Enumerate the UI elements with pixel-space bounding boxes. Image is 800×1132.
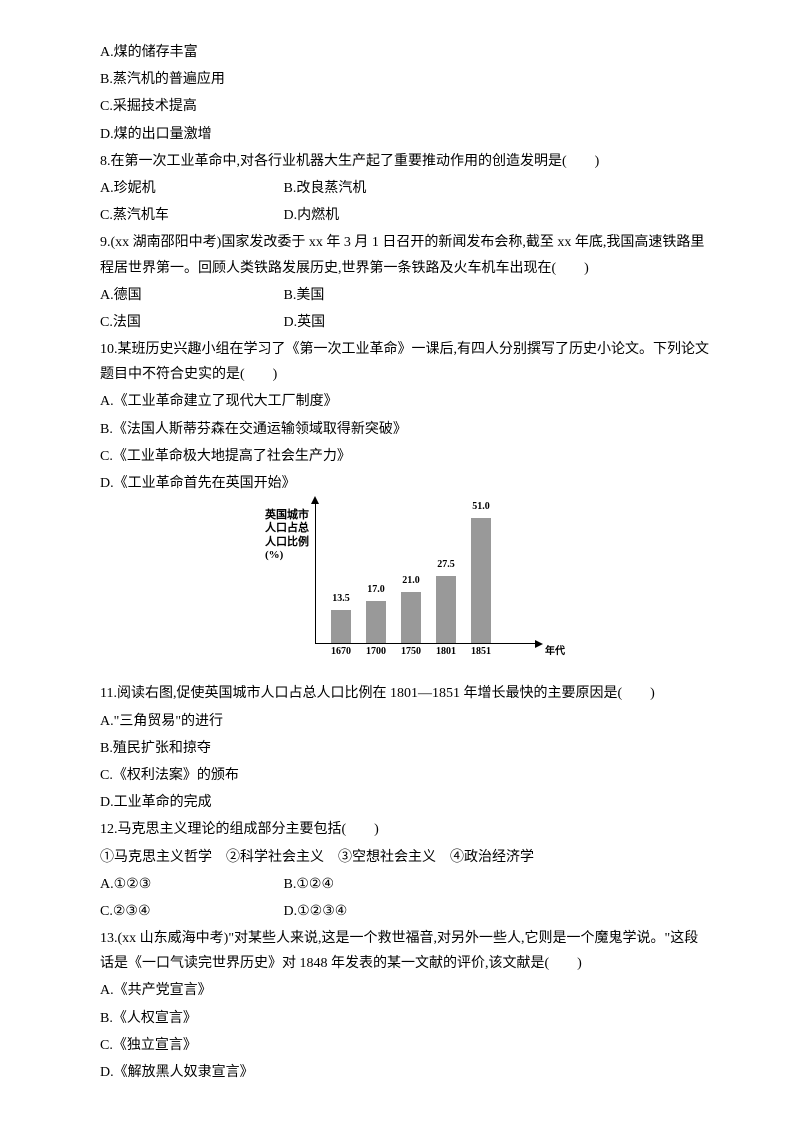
- q8-options-row2: C.蒸汽机车 D.内燃机: [100, 203, 710, 228]
- chart-bar: [401, 592, 421, 643]
- q10-option-c: C.《工业革命极大地提高了社会生产力》: [100, 444, 710, 469]
- q11-option-d: D.工业革命的完成: [100, 790, 710, 815]
- q13-option-c: C.《独立宣言》: [100, 1033, 710, 1058]
- q11-option-b: B.殖民扩张和掠夺: [100, 736, 710, 761]
- q13-option-d: D.《解放黑人奴隶宣言》: [100, 1060, 710, 1085]
- option-b: B.蒸汽机的普遍应用: [100, 67, 710, 92]
- question-12: 12.马克思主义理论的组成部分主要包括( ): [100, 817, 710, 842]
- q10-option-a: A.《工业革命建立了现代大工厂制度》: [100, 389, 710, 414]
- y-title-line-4: (%): [265, 549, 309, 562]
- q11-option-a: A."三角贸易"的进行: [100, 709, 710, 734]
- chart-bar: [366, 601, 386, 643]
- q9-option-d: D.英国: [284, 315, 326, 330]
- x-tick-label: 1851: [461, 643, 501, 661]
- chart-container: 英国城市 人口占总 人口比例 (%) 13.5167017.0170021.01…: [100, 504, 710, 673]
- arrow-y-icon: [311, 496, 319, 504]
- x-tick-label: 1750: [391, 643, 431, 661]
- q12-options-row2: C.②③④ D.①②③④: [100, 899, 710, 924]
- q13-option-a: A.《共产党宣言》: [100, 978, 710, 1003]
- q8-option-d: D.内燃机: [284, 208, 340, 223]
- x-tick-label: 1670: [321, 643, 361, 661]
- q12-option-b: B.①②④: [284, 877, 335, 892]
- chart-bar: [331, 610, 351, 643]
- q12-items: ①马克思主义哲学 ②科学社会主义 ③空想社会主义 ④政治经济学: [100, 845, 710, 870]
- q8-option-b: B.改良蒸汽机: [284, 181, 367, 196]
- x-axis-label: 年代: [545, 643, 565, 661]
- bar-value-label: 27.5: [426, 556, 466, 574]
- arrow-x-icon: [535, 640, 543, 648]
- q9-option-c: C.法国: [100, 310, 280, 335]
- bar-value-label: 21.0: [391, 572, 431, 590]
- x-tick-label: 1700: [356, 643, 396, 661]
- q12-option-d: D.①②③④: [284, 904, 348, 919]
- q12-option-a: A.①②③: [100, 872, 280, 897]
- plot-area: 13.5167017.0170021.0175027.5180151.01851…: [315, 504, 535, 644]
- q9-option-a: A.德国: [100, 283, 280, 308]
- q9-options-row2: C.法国 D.英国: [100, 310, 710, 335]
- q8-option-c: C.蒸汽机车: [100, 203, 280, 228]
- y-axis-title: 英国城市 人口占总 人口比例 (%): [265, 509, 309, 562]
- x-tick-label: 1801: [426, 643, 466, 661]
- option-a: A.煤的储存丰富: [100, 40, 710, 65]
- chart-bar: [471, 518, 491, 643]
- q9-option-b: B.美国: [284, 288, 325, 303]
- y-title-line-3: 人口比例: [265, 536, 309, 549]
- chart-bar: [436, 576, 456, 643]
- q10-option-b: B.《法国人斯蒂芬森在交通运输领域取得新突破》: [100, 417, 710, 442]
- q13-option-b: B.《人权宣言》: [100, 1006, 710, 1031]
- q8-options-row1: A.珍妮机 B.改良蒸汽机: [100, 176, 710, 201]
- question-8: 8.在第一次工业革命中,对各行业机器大生产起了重要推动作用的创造发明是( ): [100, 149, 710, 174]
- q12-options-row1: A.①②③ B.①②④: [100, 872, 710, 897]
- y-title-line-1: 英国城市: [265, 509, 309, 522]
- q12-option-c: C.②③④: [100, 899, 280, 924]
- y-title-line-2: 人口占总: [265, 522, 309, 535]
- question-13: 13.(xx 山东威海中考)"对某些人来说,这是一个救世福音,对另外一些人,它则…: [100, 926, 710, 976]
- bar-chart: 英国城市 人口占总 人口比例 (%) 13.5167017.0170021.01…: [265, 504, 545, 664]
- bar-value-label: 51.0: [461, 498, 501, 516]
- question-10: 10.某班历史兴趣小组在学习了《第一次工业革命》一课后,有四人分别撰写了历史小论…: [100, 337, 710, 387]
- bar-value-label: 17.0: [356, 581, 396, 599]
- q9-options-row1: A.德国 B.美国: [100, 283, 710, 308]
- option-d: D.煤的出口量激增: [100, 122, 710, 147]
- q8-option-a: A.珍妮机: [100, 176, 280, 201]
- q10-option-d: D.《工业革命首先在英国开始》: [100, 471, 710, 496]
- question-9: 9.(xx 湖南邵阳中考)国家发改委于 xx 年 3 月 1 日召开的新闻发布会…: [100, 230, 710, 280]
- q11-option-c: C.《权利法案》的颁布: [100, 763, 710, 788]
- bar-value-label: 13.5: [321, 590, 361, 608]
- option-c: C.采掘技术提高: [100, 94, 710, 119]
- question-11: 11.阅读右图,促使英国城市人口占总人口比例在 1801—1851 年增长最快的…: [100, 681, 710, 706]
